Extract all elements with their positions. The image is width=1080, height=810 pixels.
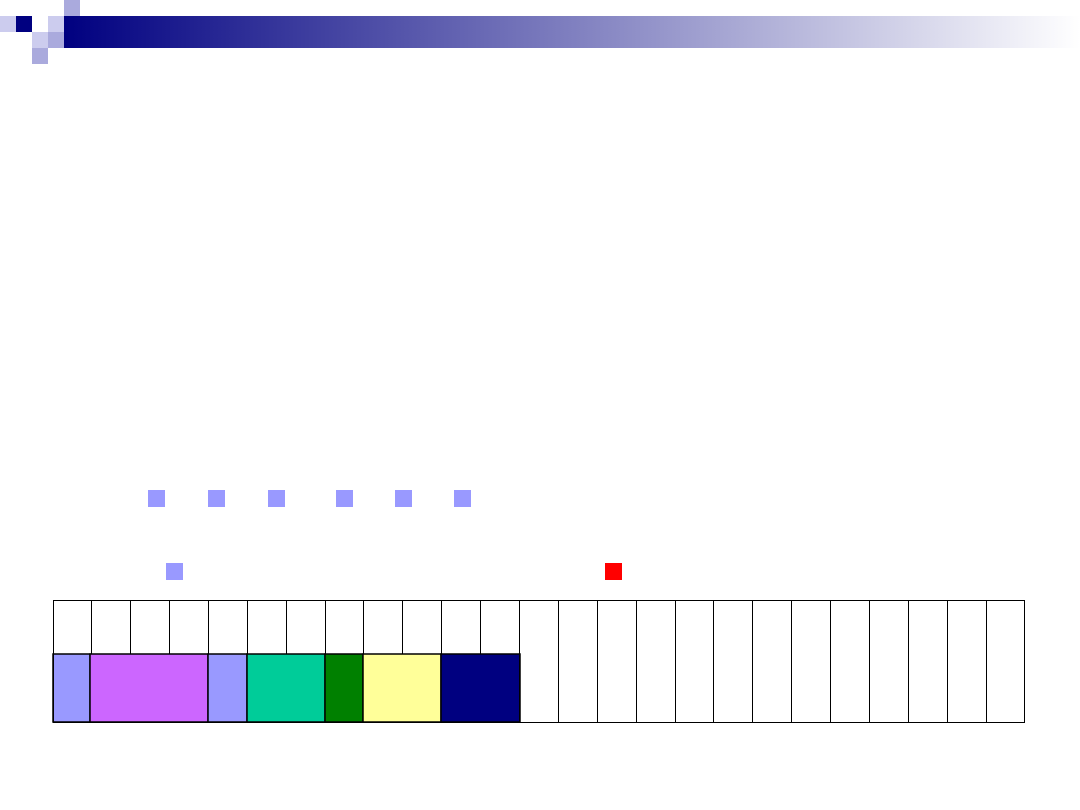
- header-square: [48, 16, 64, 32]
- block: [89, 653, 209, 723]
- block: [324, 653, 364, 723]
- block: [362, 653, 442, 723]
- header-square: [48, 32, 64, 48]
- grid-border: [53, 600, 1025, 723]
- header-square: [16, 16, 32, 32]
- bullet: [166, 563, 183, 580]
- blocks: [52, 653, 521, 723]
- bullet: [336, 490, 353, 507]
- bullet: [148, 490, 165, 507]
- header-square: [32, 32, 48, 48]
- bullet: [395, 490, 412, 507]
- block: [440, 653, 521, 723]
- header-square: [32, 48, 48, 64]
- grid: [53, 600, 1025, 723]
- bullet: [208, 490, 225, 507]
- block: [52, 653, 91, 723]
- bullet: [268, 490, 285, 507]
- marker: [605, 563, 622, 580]
- block: [207, 653, 248, 723]
- bullet-row: [148, 490, 471, 580]
- header-square: [64, 0, 80, 16]
- header-bar: [64, 16, 1080, 48]
- block: [246, 653, 326, 723]
- bullet: [454, 490, 471, 507]
- header-square: [0, 16, 16, 32]
